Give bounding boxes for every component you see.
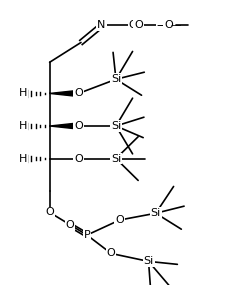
Text: O: O <box>66 220 74 230</box>
Text: O: O <box>74 88 83 98</box>
Polygon shape <box>50 90 79 97</box>
Text: O: O <box>164 21 173 31</box>
Text: O: O <box>115 215 124 225</box>
Text: O: O <box>74 154 83 164</box>
Text: N: N <box>97 21 106 31</box>
Text: Si: Si <box>143 256 154 266</box>
Text: Si: Si <box>151 208 161 218</box>
Text: Si: Si <box>111 74 121 84</box>
Text: Si: Si <box>111 121 121 131</box>
Text: —: — <box>170 21 181 31</box>
Text: H: H <box>19 88 27 98</box>
Polygon shape <box>50 123 79 129</box>
Text: O: O <box>74 121 83 131</box>
Text: P: P <box>84 230 90 240</box>
Text: O: O <box>134 21 143 31</box>
Text: H: H <box>19 121 27 131</box>
Text: H: H <box>19 154 27 164</box>
Text: O: O <box>107 249 115 259</box>
Text: Si: Si <box>111 154 121 164</box>
Text: O: O <box>45 207 54 217</box>
Text: O: O <box>129 21 137 31</box>
Text: —: — <box>157 19 169 32</box>
